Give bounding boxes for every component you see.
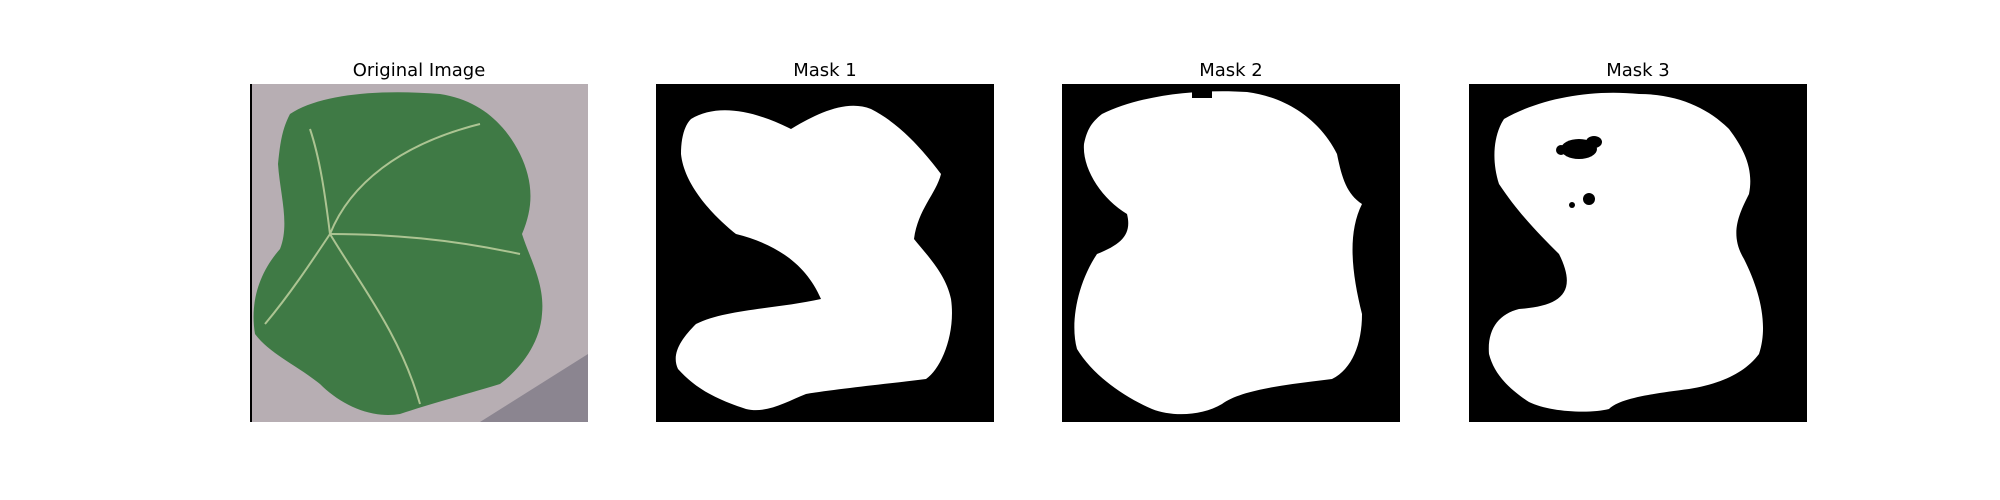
mask-1-shape — [656, 84, 994, 422]
mask-1-image — [656, 84, 994, 422]
panel-mask-2: Mask 2 — [1062, 58, 1400, 84]
panel-mask-3: Mask 3 — [1469, 58, 1807, 84]
mask-3-shape — [1469, 84, 1807, 422]
mask-3-image — [1469, 84, 1807, 422]
panel-title-original: Original Image — [250, 58, 588, 84]
panel-mask-1: Mask 1 — [656, 58, 994, 84]
original-image — [250, 84, 588, 422]
mask-2-image — [1062, 84, 1400, 422]
panel-title-mask-1: Mask 1 — [656, 58, 994, 84]
panel-original: Original Image — [250, 58, 588, 84]
panel-title-mask-2: Mask 2 — [1062, 58, 1400, 84]
panel-title-mask-3: Mask 3 — [1469, 58, 1807, 84]
leaf-photo — [250, 84, 588, 422]
mask-2-shape — [1062, 84, 1400, 422]
